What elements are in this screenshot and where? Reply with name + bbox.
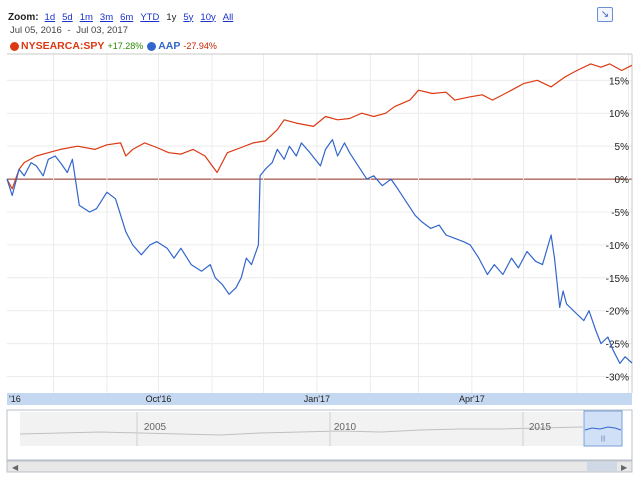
navigator-grip-icon[interactable]: ||| [601, 436, 606, 442]
navigator-scroll-thumb[interactable] [587, 462, 617, 471]
navigator-window-sparkline [584, 426, 622, 431]
legend-name: AAP [158, 40, 181, 52]
legend-dot-icon [147, 41, 157, 51]
grid [7, 54, 632, 393]
scroll-right-arrow-icon[interactable]: ▶ [621, 463, 628, 472]
zoom-option-1y[interactable]: 1y [166, 11, 177, 23]
series-line-spy[interactable] [6, 63, 633, 190]
legend-name: NYSEARCA:SPY [21, 40, 105, 52]
zoom-option-ytd[interactable]: YTD [140, 11, 160, 23]
series-lines[interactable] [6, 63, 633, 364]
zoom-option-10y[interactable]: 10y [200, 11, 216, 23]
x-tick-label: Apr'17 [459, 394, 485, 404]
y-tick-label: 10% [609, 109, 629, 120]
navigator-sparkline [19, 426, 584, 436]
legend-change: -27.94% [183, 41, 217, 51]
date-range-separator: - [67, 25, 71, 36]
y-tick-label: -20% [606, 307, 629, 318]
x-axis: '16 Oct'16 Jan'17 Apr'17 [9, 394, 485, 404]
navigator-labels: 2005 2010 2015 [144, 422, 552, 433]
scroll-left-arrow-icon[interactable]: ◀ [12, 463, 19, 472]
y-tick-label: -5% [611, 208, 629, 219]
navigator-scrollbar[interactable] [6, 460, 633, 473]
legend-item-spy[interactable]: NYSEARCA:SPY +17.28% [10, 40, 143, 52]
zoom-options: 1d 5d 1m 3m 6m YTD 1y 5y 10y All [45, 12, 241, 23]
y-tick-label: -30% [606, 373, 629, 384]
x-tick-label: Oct'16 [146, 394, 172, 404]
navigator-year-label: 2005 [144, 422, 167, 433]
date-range-start[interactable]: Jul 05, 2016 [10, 25, 62, 36]
zoom-option-5y[interactable]: 5y [183, 11, 194, 23]
date-range-end[interactable]: Jul 03, 2017 [76, 25, 128, 36]
navigator-year-label: 2010 [334, 422, 357, 433]
zoom-option-3m[interactable]: 3m [99, 11, 114, 23]
legend-item-aap[interactable]: AAP -27.94% [147, 40, 217, 52]
y-tick-label: 0% [615, 175, 630, 186]
zoom-option-all[interactable]: All [222, 11, 234, 23]
legend-dot-icon [10, 41, 19, 51]
legend: NYSEARCA:SPY +17.28% AAP -27.94% [10, 40, 221, 52]
zoom-option-6m[interactable]: 6m [120, 11, 134, 23]
series-line-aap[interactable] [6, 139, 633, 364]
zoom-option-5d[interactable]: 5d [62, 11, 73, 23]
y-tick-label: -25% [606, 340, 629, 351]
y-tick-label: 15% [609, 76, 629, 87]
zoom-bar: Zoom: 1d 5d 1m 3m 6m YTD 1y 5y 10y All [8, 10, 240, 24]
navigator-year-label: 2015 [529, 422, 552, 433]
x-tick-label: '16 [9, 394, 21, 404]
legend-change: +17.28% [107, 41, 144, 51]
zoom-option-1m[interactable]: 1m [79, 11, 93, 23]
y-tick-label: -15% [606, 274, 629, 285]
x-tick-label: Jan'17 [304, 394, 330, 404]
zoom-option-1d[interactable]: 1d [44, 11, 56, 23]
navigator[interactable]: 2005 2010 2015 ||| ◀ ▶ [6, 409, 633, 473]
date-range: Jul 05, 2016 - Jul 03, 2017 [10, 25, 128, 36]
expand-icon[interactable]: ↘ [597, 7, 613, 22]
y-axis: 15% 10% 5% 0% -5% -10% -15% -20% -25% -30% [606, 76, 629, 383]
y-tick-label: 5% [615, 142, 630, 153]
zoom-label: Zoom: [8, 11, 39, 23]
y-tick-label: -10% [606, 241, 629, 252]
x-axis-bar [7, 393, 632, 405]
